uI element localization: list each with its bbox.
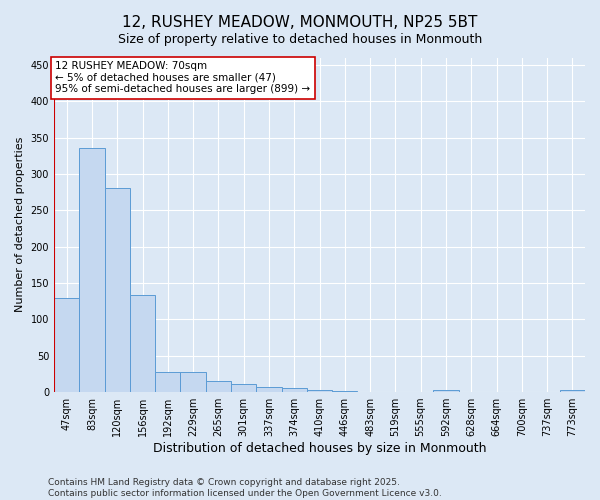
Bar bbox=[130, 296, 155, 392]
Text: 12 RUSHEY MEADOW: 70sqm
← 5% of detached houses are smaller (47)
95% of semi-det: 12 RUSHEY MEADOW: 70sqm ← 5% of detached… bbox=[55, 61, 310, 94]
Bar bbox=[155, 372, 181, 392]
Text: 12, RUSHEY MEADOW, MONMOUTH, NP25 5BT: 12, RUSHEY MEADOW, MONMOUTH, NP25 5BT bbox=[122, 15, 478, 30]
Bar bbox=[231, 384, 256, 392]
Bar bbox=[256, 387, 281, 392]
Text: Size of property relative to detached houses in Monmouth: Size of property relative to detached ho… bbox=[118, 32, 482, 46]
Bar bbox=[79, 148, 104, 392]
Y-axis label: Number of detached properties: Number of detached properties bbox=[15, 137, 25, 312]
Text: Contains HM Land Registry data © Crown copyright and database right 2025.
Contai: Contains HM Land Registry data © Crown c… bbox=[48, 478, 442, 498]
Bar bbox=[433, 390, 458, 392]
Bar bbox=[54, 298, 79, 392]
Bar bbox=[206, 381, 231, 392]
Bar bbox=[560, 390, 585, 392]
Bar bbox=[281, 388, 307, 392]
Bar bbox=[307, 390, 332, 392]
X-axis label: Distribution of detached houses by size in Monmouth: Distribution of detached houses by size … bbox=[153, 442, 486, 455]
Bar bbox=[181, 372, 206, 392]
Bar bbox=[104, 188, 130, 392]
